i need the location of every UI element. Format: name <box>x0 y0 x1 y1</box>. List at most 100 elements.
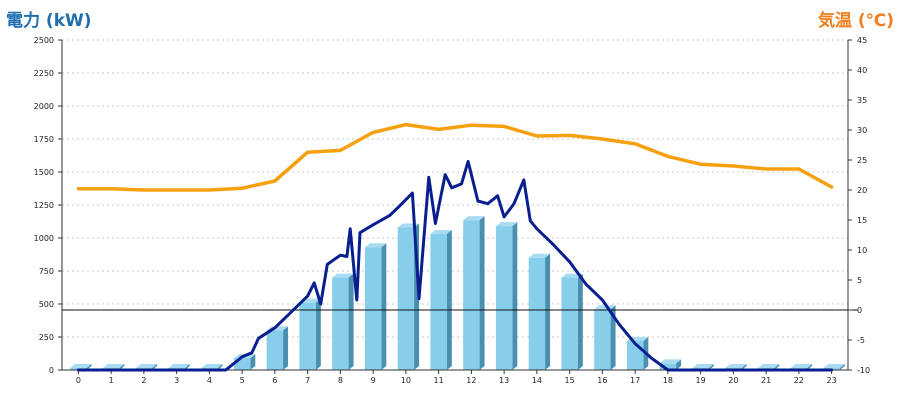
temperature-line <box>76 122 834 192</box>
bar <box>594 305 616 370</box>
bar-top <box>168 364 190 369</box>
x-tick-label: 17 <box>630 376 640 385</box>
bar-front <box>397 227 415 370</box>
axes <box>58 39 858 374</box>
bar <box>463 216 485 370</box>
left-tick-label: 2500 <box>34 36 54 45</box>
x-tick-label: 23 <box>827 376 837 385</box>
x-tick-label: 19 <box>696 376 706 385</box>
x-tick-label: 1 <box>109 376 114 385</box>
left-tick-label: 0 <box>49 366 54 375</box>
x-tick-label: 6 <box>272 376 277 385</box>
bar-top <box>463 216 485 221</box>
right-axis-title: 気温 (℃) <box>817 11 894 31</box>
x-tick-label: 11 <box>434 376 444 385</box>
bar-front <box>594 309 611 370</box>
bar <box>528 253 551 370</box>
bar <box>430 230 452 370</box>
right-tick-label: 5 <box>857 276 862 285</box>
bar-front <box>561 277 578 370</box>
x-tick-label: 8 <box>338 376 343 385</box>
bar-side <box>676 359 682 370</box>
bar-top <box>364 243 387 248</box>
right-tick-label: -10 <box>857 366 870 375</box>
x-tick-label: 21 <box>761 376 771 385</box>
right-tick-label: 25 <box>857 156 867 165</box>
left-tick-label: 250 <box>39 333 54 342</box>
bar-top <box>430 230 452 235</box>
right-tick-label: 45 <box>857 36 867 45</box>
x-tick-label: 5 <box>240 376 245 385</box>
x-tick-label: 14 <box>532 376 542 385</box>
x-tick-label: 20 <box>728 376 738 385</box>
bar-side <box>610 305 616 370</box>
left-tick-label: 1500 <box>34 168 54 177</box>
x-tick-label: 15 <box>565 376 575 385</box>
bar-side <box>381 243 387 370</box>
x-tick-label: 4 <box>207 376 212 385</box>
right-tick-label: 10 <box>857 246 867 255</box>
bar-front <box>233 358 251 370</box>
right-tick-label: -5 <box>857 336 865 345</box>
bar-top <box>725 364 747 369</box>
bar-front <box>463 220 480 370</box>
bar-side <box>446 230 452 370</box>
left-axis-title: 電力 (kW) <box>6 11 92 31</box>
x-tick-label: 0 <box>76 376 81 385</box>
right-tick-label: 15 <box>857 216 867 225</box>
bar-front <box>299 302 316 370</box>
x-tick-label: 2 <box>141 376 146 385</box>
right-tick-label: 0 <box>857 306 862 315</box>
x-tick-label: 3 <box>174 376 179 385</box>
power-bars <box>70 216 845 370</box>
bar-front <box>528 257 546 370</box>
power-line <box>76 159 834 372</box>
bar-top <box>70 364 92 369</box>
bar-top <box>135 364 158 369</box>
x-tick-label: 18 <box>663 376 673 385</box>
bar-top <box>757 364 780 369</box>
bar <box>266 326 289 370</box>
left-tick-label: 750 <box>39 267 54 276</box>
x-tick-label: 9 <box>371 376 376 385</box>
bar-side <box>315 298 321 370</box>
grid-lines <box>62 39 848 338</box>
bar-front <box>659 363 677 370</box>
bar <box>299 298 321 370</box>
bar-top <box>659 359 682 364</box>
left-tick-label: 1000 <box>34 234 54 243</box>
x-tick-label: 13 <box>499 376 509 385</box>
bar-top <box>790 364 813 369</box>
bar-front <box>430 234 447 370</box>
x-tick-label: 7 <box>305 376 310 385</box>
bar-top <box>594 305 616 310</box>
x-tick-label: 10 <box>401 376 411 385</box>
bar-front <box>332 277 349 370</box>
left-tick-label: 1250 <box>34 201 54 210</box>
bar <box>659 359 682 370</box>
bar-top <box>201 364 223 369</box>
bar-side <box>577 273 583 370</box>
bar <box>332 273 354 370</box>
bar <box>364 243 387 370</box>
bar-side <box>283 326 289 370</box>
bar <box>561 273 583 370</box>
bar-side <box>250 354 256 370</box>
bar-side <box>545 253 551 370</box>
bar <box>495 222 518 370</box>
bar-side <box>348 273 354 370</box>
x-tick-label: 22 <box>794 376 804 385</box>
right-tick-label: 35 <box>857 96 867 105</box>
left-tick-label: 2250 <box>34 69 54 78</box>
tick-labels: 0 250 500 750 1000 1250 1500 1750 20 0 0 2250 2500 -1… <box>34 36 870 385</box>
bar-side <box>839 364 845 370</box>
bar-side <box>512 222 518 370</box>
right-tick-label: 30 <box>857 126 867 135</box>
left-tick-label: 1750 <box>34 135 54 144</box>
x-tick-label: 12 <box>466 376 476 385</box>
bar-top <box>102 364 125 369</box>
left-tick-label: 500 <box>39 300 54 309</box>
bar-top <box>692 364 714 369</box>
bar-side <box>479 216 485 370</box>
